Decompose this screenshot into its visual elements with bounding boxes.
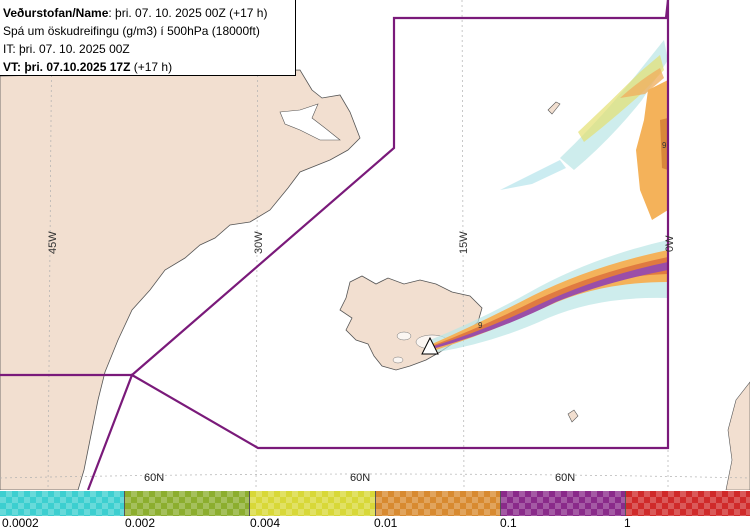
legend-tick: 0.01 — [374, 516, 398, 530]
contour-label: 9 — [478, 321, 483, 330]
jan-mayen-island — [547, 101, 561, 115]
ash-plume-north — [500, 40, 668, 220]
info-line-4: VT: þri. 07.10.2025 17Z (+17 h) — [3, 58, 295, 76]
lon-label-0w: 0W — [664, 235, 676, 252]
contour-label: 9 — [662, 141, 667, 150]
forecast-area-boundary — [0, 0, 670, 490]
lat-label-60n: 60N — [555, 472, 575, 484]
legend-segment — [250, 491, 376, 516]
source-name: Veðurstofan/Name — [3, 6, 109, 20]
valid-offset: (+17 h) — [130, 60, 173, 74]
legend-segment — [625, 491, 750, 516]
glacier — [396, 331, 412, 341]
info-line-2: Spá um öskudreifingu (g/m3) í 500hPa (18… — [3, 24, 260, 38]
norway-coast — [725, 381, 750, 490]
lon-label-15w: 15W — [458, 231, 470, 254]
legend-tick: 1 — [624, 516, 631, 530]
forecast-info-box: Veðurstofan/Name: þri. 07. 10. 2025 00Z … — [0, 0, 296, 76]
legend-segment — [125, 491, 251, 516]
lon-label-30w: 30W — [253, 231, 265, 254]
legend-tick: 0.0002 — [2, 516, 39, 530]
greenland-fjord — [279, 103, 341, 141]
faroe-islands — [567, 409, 579, 423]
lat-label-60n: 60N — [350, 472, 370, 484]
glacier — [392, 356, 404, 364]
forecast-run: : þri. 07. 10. 2025 00Z (+17 h) — [108, 6, 268, 20]
legend-segment — [500, 491, 626, 516]
legend-color-bar — [0, 491, 750, 516]
legend-tick: 0.004 — [250, 516, 281, 530]
info-line-3: IT: þri. 07. 10. 2025 00Z — [3, 42, 130, 56]
greenland-landmass — [0, 69, 361, 490]
concentration-legend: 0.0002 0.002 0.004 0.01 0.1 1 — [0, 491, 750, 532]
info-line-1: Veðurstofan/Name: þri. 07. 10. 2025 00Z … — [3, 4, 295, 22]
lon-label-45w: 45W — [47, 231, 59, 254]
ash-plume-main — [430, 240, 668, 352]
valid-time: VT: þri. 07.10.2025 17Z — [3, 60, 131, 74]
legend-segment — [0, 491, 126, 516]
volcano-marker-icon — [421, 336, 439, 355]
legend-tick: 0.1 — [500, 516, 517, 530]
lat-label-60n: 60N — [144, 472, 164, 484]
legend-tick: 0.002 — [125, 516, 156, 530]
legend-segment — [375, 491, 501, 516]
ash-dispersion-map: 45W 30W 15W 0W 60N 60N 60N 9 9 — [0, 0, 750, 490]
